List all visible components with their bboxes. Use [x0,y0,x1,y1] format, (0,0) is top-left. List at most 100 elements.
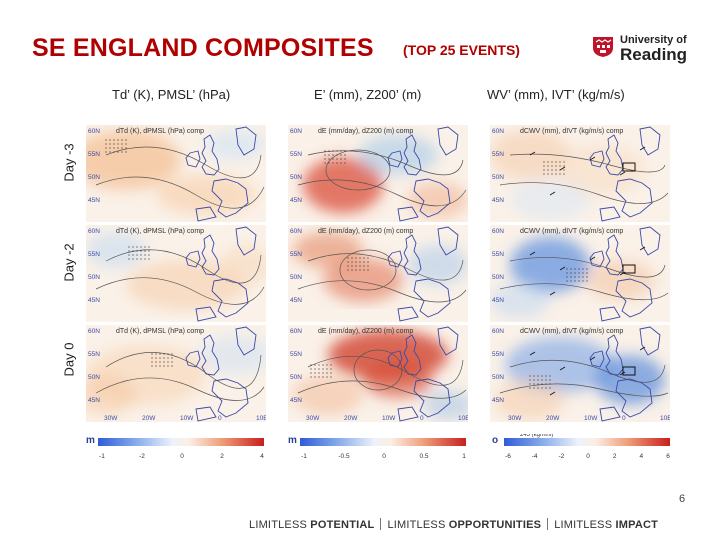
lat-label: 60N [290,228,302,235]
map-panel-col3-row2: dCWV (mm), dIVT (kg/m/s) comp 60N 55N 50N 45… [490,225,670,322]
lat-label: 55N [492,351,504,358]
colorbar-tick-label: 4 [260,453,264,460]
composite-map: dTd (K), dPMSL (hPa) comp 60N 55N 50N 45N [86,125,266,222]
footer-plain-1: LIMITLESS [249,519,311,531]
lon-label: 20W [344,415,358,422]
lat-label: 45N [290,197,302,204]
lat-label: 50N [88,174,100,181]
panel-title: dE (mm/day), dZ200 (m) comp [318,128,413,135]
significance-stippling [347,257,369,271]
significance-stippling [529,375,551,389]
colorbar-1: m -1 -2 0 2 4 [86,434,268,469]
lat-label: 50N [88,374,100,381]
lat-label: 60N [88,228,100,235]
composite-map: dE (mm/day), dZ200 (m) comp 60N 55N 50N 45N 3… [288,325,468,422]
lon-label: 20W [546,415,560,422]
footer-bold-2: OPPORTUNITIES [448,519,542,531]
map-panel-col1-row1: dTd (K), dPMSL (hPa) comp 60N 55N 50N 45N [86,125,266,222]
lat-label: 60N [88,128,100,135]
lat-label: 55N [492,151,504,158]
colorbar-3: o -6 -4 -2 0 2 4 6 245 (kg/m/s) [492,432,674,469]
composite-map: dTd (K), dPMSL (hPa) comp 60N 55N 50N 45N 30W… [86,325,266,422]
colorbar-tick-label: 0 [180,453,184,460]
composite-map: dCWV (mm), dIVT (kg/m/s) comp 60N 55N 50N 45… [490,125,670,222]
slide-title: SE ENGLAND COMPOSITES [32,34,374,62]
lat-label: 50N [290,274,302,281]
colorbar-unit: m [86,435,95,446]
colorbar-tick-label: 6 [666,453,670,460]
colorbar-unit: o [492,435,498,446]
significance-stippling [543,161,565,175]
coastline [387,326,459,422]
lon-label: 10E [256,415,266,422]
panel-title: dE (mm/day), dZ200 (m) comp [318,228,413,235]
composite-map: dE (mm/day), dZ200 (m) comp 60N 55N 50N 45N [288,125,468,222]
panel-title: dCWV (mm), dIVT (kg/m/s) comp [520,128,623,135]
colorbar-tick-label: 4 [640,453,644,460]
lat-label: 50N [290,174,302,181]
significance-stippling [128,246,150,260]
colorbar-tick-label: -0.5 [338,453,350,460]
contour-lines [297,149,467,207]
lon-label: 30W [508,415,522,422]
contour-lines [499,153,669,204]
composite-map: dCWV (mm), dIVT (kg/m/s) comp 60N 55N 50N 45… [490,225,670,322]
slide-subtitle: (TOP 25 EVENTS) [403,42,520,58]
coastline [387,226,459,322]
significance-stippling [324,150,346,164]
contour-lines [95,249,265,305]
contour-lines [297,249,467,303]
lon-label: 20W [142,415,156,422]
coastline [589,126,661,222]
colorbar-tick-label: -1 [301,453,307,460]
colorbar-tick-label: -6 [505,453,511,460]
coastline [185,126,257,222]
lat-label: 60N [88,328,100,335]
panel-title: dTd (K), dPMSL (hPa) comp [116,328,204,335]
coastline [589,226,661,322]
lat-label: 50N [492,174,504,181]
colorbar-2: m -1 -0.5 0 0.5 1 [288,434,470,469]
vector-scale-label: 245 (kg/m/s) [520,434,553,438]
column-header-1: Td’ (K), PMSL’ (hPa) [112,87,231,102]
panel-title: dCWV (mm), dIVT (kg/m/s) comp [520,228,623,235]
footer-plain-2: LIMITLESS [387,519,449,531]
contour-lines [95,352,265,401]
lat-label: 50N [492,374,504,381]
contour-lines [499,257,669,301]
lat-label: 50N [492,274,504,281]
lon-label: 30W [104,415,118,422]
contour-lines [297,349,467,399]
footer-tagline: LIMITLESS POTENTIAL LIMITLESS OPPORTUNITI… [249,518,658,531]
lat-label: 50N [88,274,100,281]
ivt-vectors [529,246,646,296]
map-panel-col3-row1: dCWV (mm), dIVT (kg/m/s) comp 60N 55N 50N 45… [490,125,670,222]
lat-label: 60N [290,328,302,335]
lon-label: 0 [420,415,424,422]
lat-label: 45N [290,297,302,304]
significance-stippling [105,139,127,153]
colorbar-tick-label: 0 [586,453,590,460]
lat-label: 60N [492,328,504,335]
lat-label: 60N [492,228,504,235]
lat-label: 45N [88,197,100,204]
panel-title: dE (mm/day), dZ200 (m) comp [318,328,413,335]
colorbar-tick-label: 0.5 [419,453,428,460]
lat-label: 55N [88,151,100,158]
lat-label: 55N [88,351,100,358]
map-panel-col1-row2: dTd (K), dPMSL (hPa) comp 60N 55N 50N 45N [86,225,266,322]
significance-stippling [151,353,173,367]
lat-label: 45N [492,197,504,204]
significance-stippling [566,268,588,282]
lat-label: 60N [492,128,504,135]
panel-title: dTd (K), dPMSL (hPa) comp [116,128,204,135]
column-header-3: WV’ (mm), IVT’ (kg/m/s) [487,87,625,102]
colorbar-tick-label: -2 [139,453,145,460]
row-label-day-3: Day -3 [61,143,77,182]
colorbar-unit: m [288,435,297,446]
colorbar-tick-label: -2 [558,453,564,460]
ivt-vectors [529,146,646,196]
lon-label: 10W [584,415,598,422]
lat-label: 55N [290,151,302,158]
lon-label: 0 [218,415,222,422]
